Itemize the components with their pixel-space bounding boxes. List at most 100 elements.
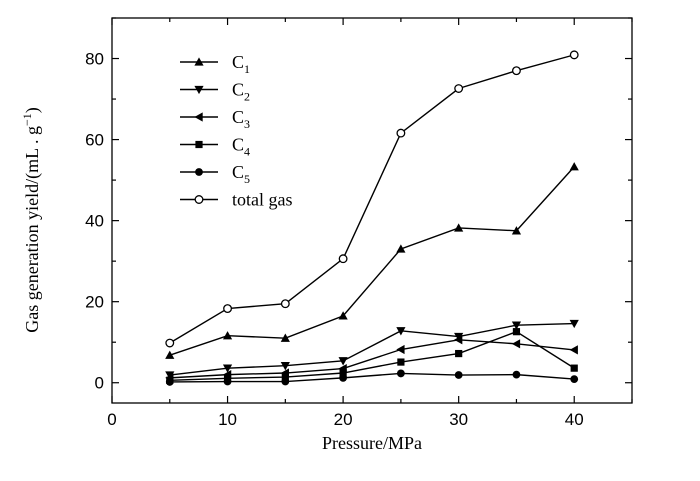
series-line <box>169 372 575 383</box>
legend-entry: C5 <box>180 162 250 186</box>
legend-entry: C4 <box>180 135 250 159</box>
legend-label-main: C <box>232 80 244 100</box>
legend-label: C3 <box>232 107 250 131</box>
plot-frame <box>111 17 633 404</box>
data-point <box>396 244 406 253</box>
data-point <box>223 377 232 386</box>
legend-label: C4 <box>232 135 250 159</box>
data-point <box>511 339 521 349</box>
data-point <box>512 370 521 379</box>
legend-label-main: C <box>232 52 244 72</box>
data-point <box>569 319 579 329</box>
series-line <box>169 322 575 376</box>
y-axis-title-close: ) <box>22 107 43 113</box>
data-point <box>511 66 521 76</box>
data-point <box>454 332 464 342</box>
legend-label-main: total gas <box>232 190 293 210</box>
data-point <box>165 378 174 386</box>
legend-marker <box>194 195 204 204</box>
legend-label-main: C <box>232 162 244 182</box>
legend-label-main: C <box>232 135 244 155</box>
data-point <box>280 299 290 309</box>
data-point <box>454 335 463 345</box>
data-point <box>281 377 290 386</box>
x-tick-label: 20 <box>334 410 353 429</box>
legend-marker <box>194 85 204 95</box>
x-tick-label: 0 <box>107 410 116 429</box>
legend-label-subscript: 1 <box>244 62 250 76</box>
data-point <box>454 371 463 379</box>
data-point <box>569 162 579 171</box>
legend-label: C2 <box>232 80 250 104</box>
legend-marker <box>194 112 203 122</box>
series-group <box>165 50 579 386</box>
y-axis-title: Gas generation yield/(mL . g−1) <box>20 107 43 333</box>
legend-label: C1 <box>232 52 250 76</box>
data-point <box>165 338 175 348</box>
legend-label-main: C <box>232 107 244 127</box>
legend-entry: C1 <box>180 52 250 76</box>
legend-marker <box>195 168 203 176</box>
x-axis-title: Pressure/MPa <box>322 433 422 453</box>
series-line <box>169 54 575 344</box>
data-point <box>281 373 289 381</box>
y-axis-title-main: Gas generation yield/(mL . g <box>22 126 43 333</box>
data-point <box>569 50 579 60</box>
data-point <box>165 350 175 359</box>
legend-label: total gas <box>232 190 293 210</box>
y-tick-label: 40 <box>85 212 104 231</box>
legend-label-subscript: 3 <box>244 117 250 131</box>
data-point <box>454 84 464 93</box>
y-tick-label: 20 <box>85 293 104 312</box>
data-point <box>396 369 405 378</box>
legend-marker <box>194 57 204 66</box>
series-line <box>169 330 575 382</box>
data-point <box>396 327 406 336</box>
legend-entry: C3 <box>180 107 250 131</box>
y-tick-label: 80 <box>85 50 104 69</box>
data-point <box>339 373 348 382</box>
legend-label-subscript: 4 <box>244 145 250 159</box>
data-point <box>455 349 463 358</box>
data-point <box>454 223 464 232</box>
series-line <box>169 166 575 356</box>
y-tick-label: 60 <box>85 131 104 150</box>
legend-entry: total gas <box>180 190 293 210</box>
data-point <box>397 358 405 366</box>
data-point <box>339 369 347 377</box>
x-tick-label: 40 <box>565 410 584 429</box>
data-point <box>511 321 522 330</box>
y-axis-title-superscript: −1 <box>20 113 34 126</box>
series-c5 <box>165 369 579 386</box>
data-point <box>570 375 579 383</box>
legend-entry: C2 <box>180 80 250 104</box>
series-line <box>169 339 575 379</box>
x-tick-label: 30 <box>449 410 468 429</box>
data-point <box>222 364 233 373</box>
data-point <box>338 357 348 366</box>
legend-label-subscript: 5 <box>244 172 250 186</box>
data-point <box>338 311 348 320</box>
data-point <box>396 344 405 355</box>
data-point <box>396 128 406 138</box>
legend-label: C5 <box>232 162 250 186</box>
series-total-gas <box>165 50 579 348</box>
data-point <box>338 254 348 264</box>
data-point <box>569 345 578 355</box>
data-point <box>223 304 233 314</box>
legend-label-subscript: 2 <box>244 90 250 104</box>
data-point <box>280 333 290 342</box>
x-tick-label: 10 <box>218 410 237 429</box>
data-point <box>280 362 290 371</box>
data-point <box>570 364 578 372</box>
y-tick-label: 0 <box>95 374 104 393</box>
axes: 0 10 20 30 40 0 20 40 60 80 <box>85 17 633 429</box>
data-point <box>511 226 522 235</box>
data-point <box>222 331 233 340</box>
legend-marker <box>195 140 203 149</box>
series-c2 <box>165 319 579 380</box>
series-c1 <box>165 162 579 359</box>
